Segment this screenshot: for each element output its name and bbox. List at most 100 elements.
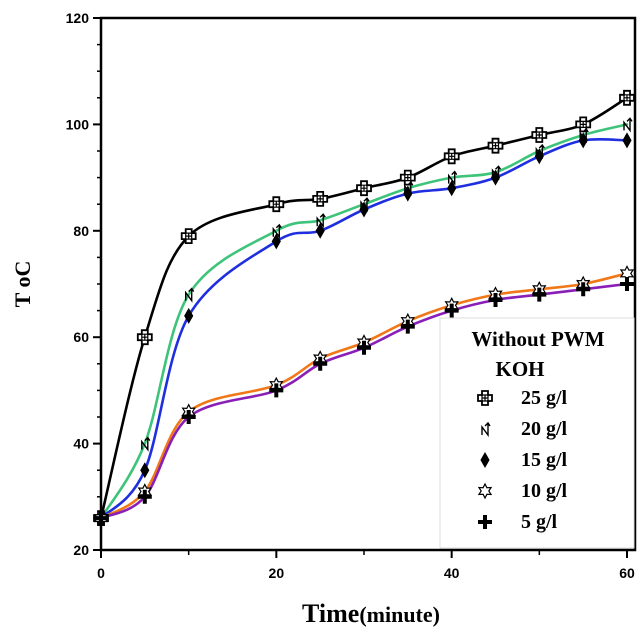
- legend-title-line-1: Without PWM: [471, 327, 604, 351]
- marker-inner: [579, 120, 587, 129]
- legend-label: 20 g/l: [521, 418, 568, 440]
- data-point: [137, 489, 152, 504]
- data-point: [400, 319, 415, 334]
- marker-inner: [448, 152, 456, 160]
- data-point: [180, 228, 197, 245]
- y-tick-label: 40: [73, 436, 89, 452]
- marker-shape: [622, 132, 632, 149]
- marker-shape: [481, 421, 491, 438]
- marker-inner: [491, 142, 500, 150]
- marker-shape: [623, 117, 633, 133]
- marker-shape: [313, 356, 328, 371]
- marker-inner: [360, 184, 368, 192]
- data-point: [448, 170, 458, 186]
- legend-marker: [477, 482, 493, 500]
- x-tick-label: 20: [269, 565, 285, 581]
- data-point: [316, 213, 326, 229]
- legend-label: 25 g/l: [521, 387, 568, 409]
- data-point: [622, 132, 632, 149]
- marker-shape: [534, 148, 544, 165]
- marker-shape: [403, 185, 413, 202]
- data-point: [623, 117, 633, 133]
- data-point: [487, 137, 504, 154]
- marker-shape: [184, 287, 195, 303]
- y-tick-label: 80: [73, 223, 89, 239]
- marker-shape: [400, 319, 415, 334]
- data-point: [269, 383, 284, 398]
- data-point: [357, 340, 371, 355]
- marker-shape: [447, 180, 457, 197]
- x-tick-label: 40: [444, 565, 460, 581]
- marker-shape: [271, 233, 281, 250]
- data-point: [272, 223, 282, 239]
- marker-shape: [490, 169, 501, 186]
- legend-title-line-2: KOH: [495, 357, 544, 381]
- marker-shape: [532, 287, 547, 302]
- axis-tick-labels: 20 40 60 80 100 120 0 20 40 60: [66, 10, 635, 581]
- data-point: [268, 196, 285, 213]
- x-axis-title: Time(minute): [302, 599, 440, 628]
- marker-shape: [620, 277, 634, 291]
- marker-shape: [184, 307, 194, 324]
- marker-inner: [316, 195, 324, 203]
- y-tick-label: 20: [73, 542, 89, 558]
- legend-label: 15 g/l: [521, 449, 568, 471]
- marker-shape: [444, 303, 459, 318]
- marker-shape: [359, 201, 369, 218]
- y-tick-label: 100: [66, 116, 90, 132]
- data-point: [312, 190, 329, 207]
- marker-shape: [316, 213, 326, 229]
- marker-inner: [535, 131, 543, 139]
- marker-shape: [181, 410, 196, 424]
- marker-inner: [272, 200, 280, 208]
- data-point: [490, 169, 501, 186]
- marker-shape: [480, 451, 490, 469]
- marker-shape: [478, 515, 492, 529]
- x-axis-title-main: Time: [302, 599, 359, 628]
- marker-inner: [404, 174, 412, 182]
- data-point: [399, 169, 416, 186]
- data-point: [141, 436, 151, 452]
- data-point: [356, 180, 372, 197]
- data-point: [403, 185, 413, 202]
- legend-label: 5 g/l: [521, 511, 558, 533]
- marker-shape: [448, 170, 458, 186]
- legend-marker: [477, 390, 493, 406]
- data-point: [94, 511, 108, 526]
- legend-marker: [480, 451, 490, 469]
- marker-shape: [94, 511, 108, 526]
- marker-inner: [185, 232, 193, 240]
- data-point: [313, 356, 328, 371]
- data-point: [140, 462, 150, 479]
- marker-shape: [578, 132, 588, 149]
- marker-shape: [315, 222, 325, 239]
- data-point: [184, 287, 195, 303]
- data-point: [181, 410, 196, 424]
- data-point: [444, 303, 459, 318]
- data-point: [315, 222, 325, 239]
- data-point: [271, 233, 281, 250]
- y-tick-label: 120: [66, 10, 90, 26]
- legend-marker: [478, 515, 492, 529]
- y-tick-label: 60: [73, 329, 89, 345]
- marker-inner: [623, 94, 631, 102]
- data-point: [575, 116, 592, 133]
- data-point: [576, 282, 591, 297]
- marker-inner: [141, 333, 149, 341]
- marker-shape: [357, 340, 371, 355]
- legend: Without PWM KOH 25 g/l 20 g/l 15 g/l 10 g/l…: [439, 317, 635, 549]
- marker-shape: [477, 482, 493, 500]
- marker-shape: [141, 436, 151, 452]
- data-point: [359, 201, 369, 218]
- x-tick-label: 60: [619, 565, 635, 581]
- x-axis-title-unit: (minute): [359, 602, 440, 627]
- marker-shape: [137, 489, 152, 504]
- data-point: [531, 127, 548, 143]
- data-point: [578, 132, 588, 149]
- legend-marker: [481, 421, 491, 438]
- marker-shape: [269, 383, 284, 398]
- data-point: [619, 89, 635, 106]
- legend-label: 10 g/l: [521, 480, 568, 502]
- marker-shape: [576, 282, 591, 297]
